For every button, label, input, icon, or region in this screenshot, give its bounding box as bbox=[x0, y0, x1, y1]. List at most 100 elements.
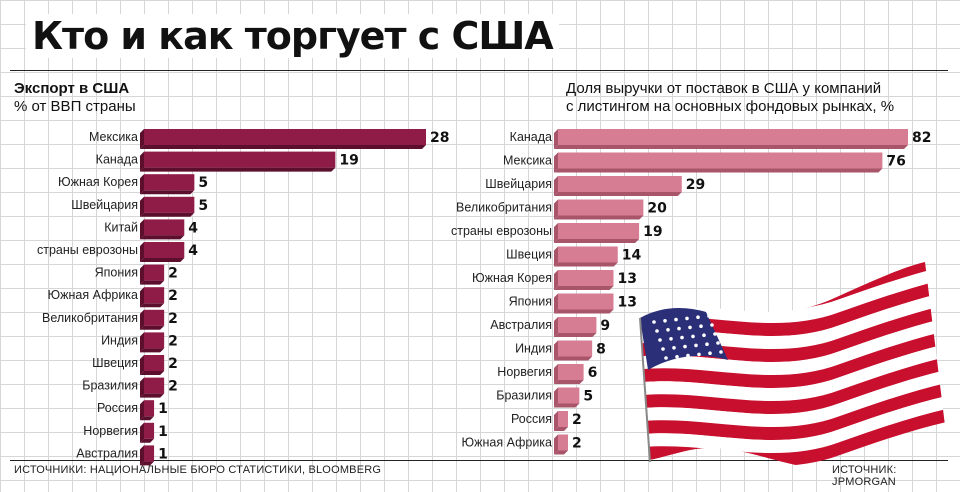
category-label: Швейцария bbox=[485, 177, 552, 191]
category-label: Индия bbox=[515, 342, 552, 356]
bar-shadow bbox=[554, 192, 682, 196]
bar-side bbox=[140, 400, 144, 421]
bar bbox=[558, 387, 580, 404]
bar-shadow bbox=[140, 303, 165, 308]
left-chart-title: Экспорт в США bbox=[14, 80, 130, 97]
category-label: Южная Корея bbox=[58, 175, 138, 189]
bar-side bbox=[554, 434, 558, 455]
value-label: 2 bbox=[168, 356, 178, 372]
category-label: Россия bbox=[97, 401, 138, 415]
bar bbox=[558, 152, 883, 169]
bar-side bbox=[140, 332, 144, 353]
bar-shadow bbox=[140, 416, 155, 421]
category-label: Китай bbox=[104, 220, 138, 234]
bar bbox=[558, 270, 614, 286]
left-chart-subtitle: % от ВВП страны bbox=[14, 98, 136, 115]
category-label: Великобритания bbox=[42, 311, 138, 325]
bar-side bbox=[140, 309, 144, 330]
category-label: страны еврозоны bbox=[451, 224, 552, 238]
bar bbox=[144, 264, 165, 281]
bar bbox=[558, 317, 597, 333]
category-label: Мексика bbox=[503, 154, 552, 168]
value-label: 76 bbox=[886, 154, 905, 170]
bar-side bbox=[554, 270, 558, 290]
category-label: Бразилия bbox=[496, 389, 552, 403]
bar-shadow bbox=[140, 280, 165, 285]
bar bbox=[144, 129, 426, 145]
bar-side bbox=[140, 174, 144, 195]
bar-shadow bbox=[554, 333, 597, 337]
value-label: 20 bbox=[647, 201, 667, 217]
bar-shadow bbox=[140, 235, 185, 240]
bar-side bbox=[140, 422, 144, 443]
bar bbox=[144, 332, 165, 349]
left-chart-header: Экспорт в США % от ВВП страны bbox=[14, 80, 136, 116]
value-label: 19 bbox=[339, 153, 358, 169]
bar bbox=[144, 287, 165, 304]
bar-side bbox=[140, 242, 144, 262]
value-label: 6 bbox=[588, 365, 598, 381]
bar-shadow bbox=[554, 286, 614, 290]
category-label: Канада bbox=[96, 153, 138, 167]
title-rule bbox=[10, 70, 948, 71]
category-label: Австралия bbox=[490, 318, 552, 332]
bar-shadow bbox=[554, 427, 568, 431]
bar-shadow bbox=[554, 380, 584, 384]
bar-shadow bbox=[554, 309, 614, 314]
bar-shadow bbox=[140, 145, 426, 149]
value-label: 2 bbox=[168, 266, 178, 282]
left-chart-source: ИСТОЧНИКИ: НАЦИОНАЛЬНЫЕ БЮРО СТАТИСТИКИ,… bbox=[14, 464, 382, 476]
bar-shadow bbox=[140, 348, 165, 353]
bar bbox=[558, 434, 568, 451]
category-label: страны еврозоны bbox=[37, 243, 138, 257]
bar bbox=[144, 151, 336, 168]
bar-side bbox=[140, 219, 144, 240]
value-label: 29 bbox=[686, 177, 705, 193]
bar bbox=[558, 364, 584, 380]
value-label: 2 bbox=[168, 379, 178, 395]
bar-side bbox=[554, 364, 558, 384]
bar-side bbox=[554, 129, 558, 149]
value-label: 5 bbox=[198, 198, 208, 214]
value-label: 2 bbox=[572, 412, 582, 428]
bar-side bbox=[554, 411, 558, 431]
bar-shadow bbox=[554, 403, 580, 408]
bar bbox=[144, 445, 155, 462]
right-chart-title: Доля выручки от поставок в США у компани… bbox=[566, 80, 882, 97]
value-label: 14 bbox=[622, 248, 642, 264]
bar-shadow bbox=[140, 190, 195, 195]
category-label: Швейцария bbox=[71, 198, 138, 212]
bar bbox=[144, 196, 195, 213]
bar-side bbox=[140, 445, 144, 466]
bar-side bbox=[140, 129, 144, 149]
bar-shadow bbox=[140, 258, 185, 262]
bar-side bbox=[554, 152, 558, 173]
right-chart-source: ИСТОЧНИК: JPMORGAN bbox=[832, 464, 897, 488]
bar-side bbox=[554, 223, 558, 243]
right-chart-subtitle: с листингом на основных фондовых рынках,… bbox=[566, 98, 895, 115]
category-label: Япония bbox=[95, 266, 138, 280]
category-label: Великобритания bbox=[456, 201, 552, 215]
bar-side bbox=[140, 377, 144, 398]
category-label: Швеция bbox=[92, 356, 138, 370]
bar-side bbox=[554, 246, 558, 267]
bar bbox=[144, 219, 185, 236]
value-label: 5 bbox=[583, 389, 593, 405]
bar bbox=[558, 293, 614, 310]
category-label: Мексика bbox=[89, 130, 138, 144]
value-label: 2 bbox=[168, 311, 178, 327]
bar-side bbox=[554, 387, 558, 408]
bar-side bbox=[140, 196, 144, 217]
bar-side bbox=[140, 151, 144, 172]
bar-shadow bbox=[554, 356, 593, 361]
category-label: Австралия bbox=[76, 446, 138, 460]
bar-side bbox=[140, 355, 144, 375]
category-label: Южная Корея bbox=[472, 271, 552, 285]
bar-side bbox=[140, 264, 144, 285]
bar bbox=[144, 400, 155, 417]
category-label: Россия bbox=[511, 412, 552, 426]
value-label: 2 bbox=[168, 333, 178, 349]
bar-shadow bbox=[554, 262, 618, 267]
